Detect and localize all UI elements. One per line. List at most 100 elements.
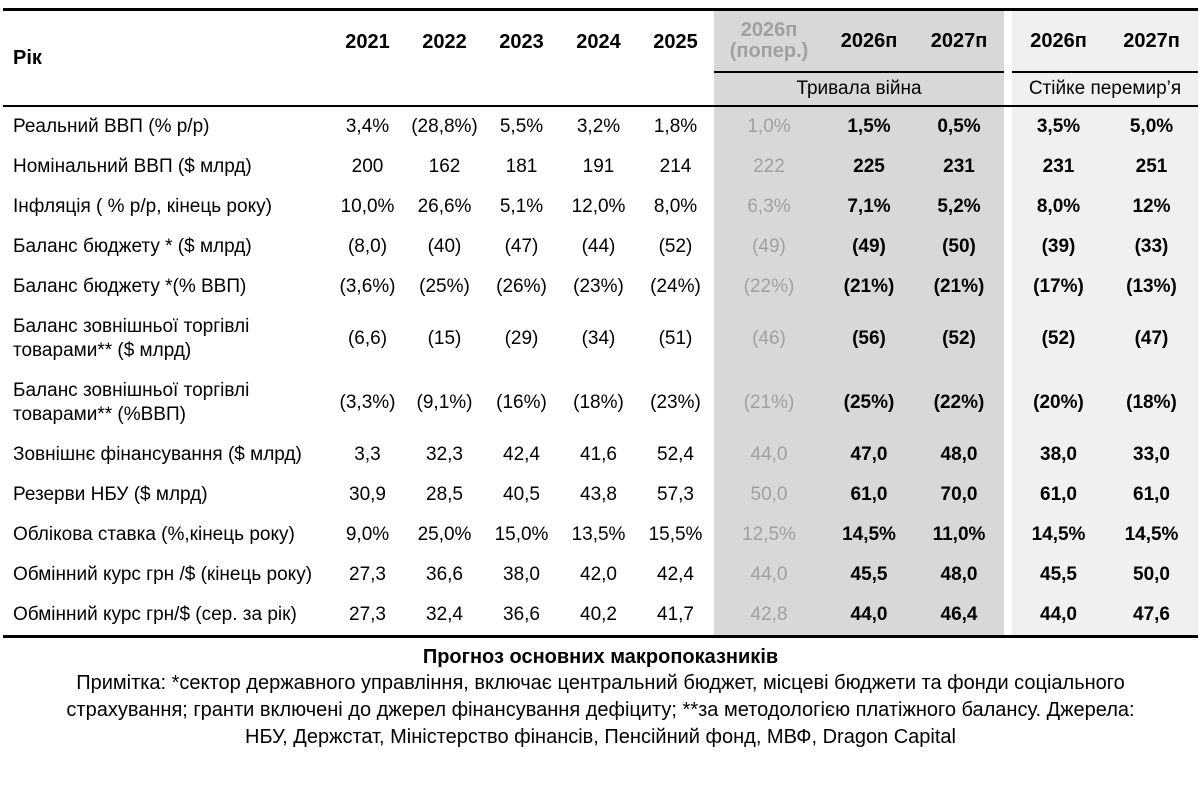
cell-2026-prev: (22%) xyxy=(714,267,824,307)
cell-peace-2026: (20%) xyxy=(1012,371,1105,435)
cell-war-2027: (50) xyxy=(914,227,1004,267)
cell-war-2027: (22%) xyxy=(914,371,1004,435)
table-row: Баланс бюджету *(% ВВП) (3,6%) (25%) (26… xyxy=(3,267,1198,307)
table-row: Зовнішнє фінансування ($ млрд) 3,3 32,3 … xyxy=(3,435,1198,475)
column-gap xyxy=(1004,475,1012,515)
cell-2025: 8,0% xyxy=(653,196,698,217)
col-header-peace-2027: 2027п xyxy=(1105,11,1198,73)
cell-peace-2026: (52) xyxy=(1012,307,1105,371)
cell-2025: 214 xyxy=(659,156,692,177)
cell-2026-prev: 1,0% xyxy=(714,107,824,147)
cell-peace-2027: (13%) xyxy=(1105,267,1198,307)
cell-2023: 5,1% xyxy=(499,196,544,217)
column-gap xyxy=(1004,73,1012,107)
scenario-peace-label: Стійке перемир’я xyxy=(1012,73,1198,107)
cell-2023: 5,5% xyxy=(499,116,544,137)
forecast-table-wrap: Рік 2021 2022 2023 2024 2025 2026п (попе… xyxy=(3,8,1198,751)
cell-2022: 28,5 xyxy=(426,484,463,505)
cell-2021: 27,3 xyxy=(349,604,386,625)
cell-2025: (23%) xyxy=(650,392,701,413)
cell-2024: 13,5% xyxy=(571,524,626,545)
col-header-war-2027: 2027п xyxy=(914,11,1004,73)
table-row: Резерви НБУ ($ млрд) 30,9 28,5 40,5 43,8… xyxy=(3,475,1198,515)
cell-2022: 36,6 xyxy=(426,564,463,585)
cell-2025: 57,3 xyxy=(657,484,694,505)
cell-war-2027: 231 xyxy=(914,147,1004,187)
cell-2026-prev: 6,3% xyxy=(714,187,824,227)
cell-war-2027: 48,0 xyxy=(914,435,1004,475)
cell-2023: (29) xyxy=(504,328,539,349)
table-body: Реальний ВВП (% р/р) 3,4% (28,8%) 5,5% 3… xyxy=(3,107,1198,635)
cell-2026-prev: (21%) xyxy=(714,371,824,435)
cell-2024: 40,2 xyxy=(580,604,617,625)
cell-2026-prev: 222 xyxy=(714,147,824,187)
cell-2026-prev: (49) xyxy=(714,227,824,267)
cell-peace-2026: 38,0 xyxy=(1012,435,1105,475)
cell-2022: (15) xyxy=(427,328,462,349)
cell-2026-prev: 12,5% xyxy=(714,515,824,555)
cell-peace-2027: 47,6 xyxy=(1105,595,1198,635)
cell-2024: (34) xyxy=(581,328,616,349)
cell-2024: 42,0 xyxy=(580,564,617,585)
cell-2022: 26,6% xyxy=(417,196,472,217)
scenario-empty-cell xyxy=(329,73,714,107)
column-gap xyxy=(1004,371,1012,435)
col-header-2026-prev-line1: 2026п xyxy=(740,19,798,41)
row-label: Баланс бюджету * ($ млрд) xyxy=(13,236,252,257)
cell-peace-2027: 14,5% xyxy=(1105,515,1198,555)
column-gap xyxy=(1004,515,1012,555)
cell-war-2026: 225 xyxy=(824,147,914,187)
row-label: Обмінний курс грн /$ (кінець року) xyxy=(13,564,313,585)
column-gap xyxy=(1004,147,1012,187)
col-header-2023: 2023 xyxy=(499,30,544,53)
cell-2021: (8,0) xyxy=(347,236,388,257)
row-label: Зовнішнє фінансування ($ млрд) xyxy=(13,444,302,465)
cell-war-2026: 1,5% xyxy=(824,107,914,147)
cell-2022: (25%) xyxy=(419,276,470,297)
table-caption: Прогноз основних макропоказників xyxy=(422,646,779,668)
cell-2026-prev: 50,0 xyxy=(714,475,824,515)
col-header-2026-prev: 2026п (попер.) xyxy=(714,11,824,73)
macro-forecast-table: Рік 2021 2022 2023 2024 2025 2026п (попе… xyxy=(3,8,1198,638)
column-gap xyxy=(1004,11,1012,73)
cell-2024: (18%) xyxy=(573,392,624,413)
row-label: Баланс бюджету *(% ВВП) xyxy=(13,276,247,297)
cell-2024: (44) xyxy=(581,236,616,257)
cell-war-2026: 61,0 xyxy=(824,475,914,515)
table-row: Інфляція ( % р/р, кінець року) 10,0% 26,… xyxy=(3,187,1198,227)
table-row: Баланс зовнішньої торгівлі товарами** (%… xyxy=(3,371,1198,435)
row-label: Інфляція ( % р/р, кінець року) xyxy=(13,196,272,217)
scenario-war-label: Тривала війна xyxy=(714,73,1004,107)
cell-war-2027: 70,0 xyxy=(914,475,1004,515)
cell-2024: 41,6 xyxy=(580,444,617,465)
cell-2021: 30,9 xyxy=(349,484,386,505)
cell-peace-2027: 251 xyxy=(1105,147,1198,187)
cell-war-2027: (21%) xyxy=(914,267,1004,307)
cell-2021: 9,0% xyxy=(345,524,390,545)
cell-peace-2026: 3,5% xyxy=(1012,107,1105,147)
cell-2026-prev: 44,0 xyxy=(714,555,824,595)
cell-2023: (26%) xyxy=(496,276,547,297)
cell-peace-2026: 14,5% xyxy=(1012,515,1105,555)
cell-2023: (16%) xyxy=(496,392,547,413)
row-label: Баланс зовнішньої торгівлі товарами** ($… xyxy=(13,316,250,361)
col-header-2025: 2025 xyxy=(653,30,698,53)
cell-2025: (52) xyxy=(658,236,693,257)
cell-war-2027: 46,4 xyxy=(914,595,1004,635)
cell-peace-2026: (17%) xyxy=(1012,267,1105,307)
cell-2023: 40,5 xyxy=(503,484,540,505)
table-header: Рік 2021 2022 2023 2024 2025 2026п (попе… xyxy=(3,11,1198,107)
cell-2024: (23%) xyxy=(573,276,624,297)
cell-peace-2027: 5,0% xyxy=(1105,107,1198,147)
cell-war-2027: 5,2% xyxy=(914,187,1004,227)
cell-2021: (3,3%) xyxy=(339,392,396,413)
cell-war-2027: 48,0 xyxy=(914,555,1004,595)
col-header-peace-2026: 2026п xyxy=(1012,11,1105,73)
column-gap xyxy=(1004,267,1012,307)
column-gap xyxy=(1004,107,1012,147)
cell-war-2027: 11,0% xyxy=(914,515,1004,555)
cell-peace-2026: 44,0 xyxy=(1012,595,1105,635)
table-row: Номінальний ВВП ($ млрд) 200 162 181 191… xyxy=(3,147,1198,187)
column-gap xyxy=(1004,595,1012,635)
cell-2022: (40) xyxy=(427,236,462,257)
